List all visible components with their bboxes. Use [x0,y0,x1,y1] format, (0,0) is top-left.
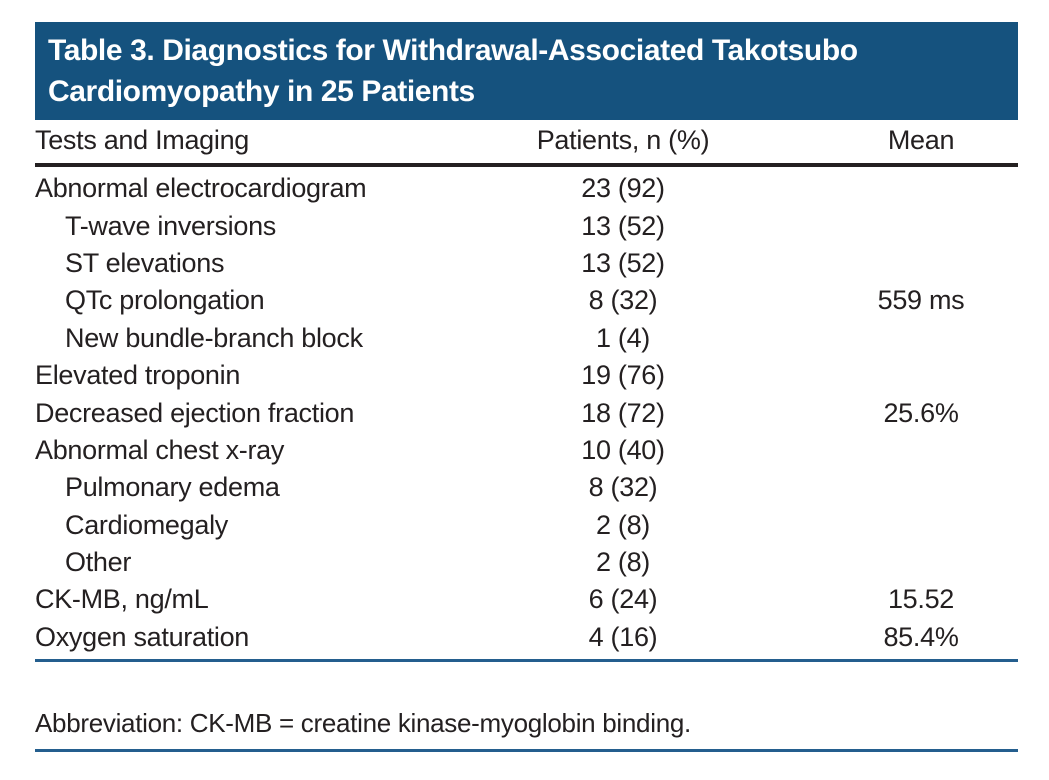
table-row: Abnormal electrocardiogram 23 (92) [35,170,1018,207]
patients-cell: 13 (52) [581,247,665,278]
table-row: T-wave inversions 13 (52) [35,207,1018,244]
test-name-cell: ST elevations [65,247,225,278]
footnote: Abbreviation: CK-MB = creatine kinase-my… [35,706,1018,753]
patients-cell: 23 (92) [581,173,665,204]
table-row: ST elevations 13 (52) [35,245,1018,282]
table-row: CK-MB, ng/mL 6 (24) 15.52 [35,581,1018,618]
table-row: Cardiomegaly 2 (8) [35,507,1018,544]
test-name-cell: CK-MB, ng/mL [35,584,209,615]
patients-cell: 10 (40) [581,434,665,465]
test-name-cell: New bundle-branch block [65,322,363,353]
table-row: New bundle-branch block 1 (4) [35,320,1018,357]
mean-cell: 85.4% [883,621,959,652]
footnote-text: Abbreviation: CK-MB = creatine kinase-my… [35,708,691,739]
patients-cell: 8 (32) [588,285,658,316]
patients-cell: 1 (4) [595,322,651,353]
table-title: Table 3. Diagnostics for Withdrawal-Asso… [48,34,858,108]
test-name-cell: T-wave inversions [65,210,276,241]
patients-cell: 8 (32) [588,472,658,503]
test-name-cell: Cardiomegaly [65,509,228,540]
table-row: QTc prolongation 8 (32) 559 ms [35,282,1018,319]
table-row: Oxygen saturation 4 (16) 85.4% [35,619,1018,656]
test-name-cell: Elevated troponin [35,360,241,391]
test-name-cell: QTc prolongation [65,285,265,316]
mean-cell: 25.6% [883,397,959,428]
patients-cell: 13 (52) [581,210,665,241]
test-name-cell: Pulmonary edema [65,472,280,503]
table-row: Other 2 (8) [35,544,1018,581]
column-header-row: Tests and Imaging Patients, n (%) Mean [35,120,1018,167]
patients-cell: 2 (8) [595,509,651,540]
test-name-cell: Decreased ejection fraction [35,397,355,428]
table-row: Pulmonary edema 8 (32) [35,469,1018,506]
table-title-bar: Table 3. Diagnostics for Withdrawal-Asso… [35,22,1018,120]
patients-cell: 2 (8) [595,547,651,578]
patients-cell: 18 (72) [581,397,665,428]
mean-cell: 559 ms [877,285,965,316]
table-body: Abnormal electrocardiogram 23 (92) T-wave … [35,167,1018,663]
test-name-cell: Other [65,547,132,578]
table-row: Elevated troponin 19 (76) [35,357,1018,394]
column-header-mean: Mean [887,125,955,155]
table-row: Abnormal chest x-ray 10 (40) [35,432,1018,469]
table-content: Table 3. Diagnostics for Withdrawal-Asso… [35,22,1018,753]
patients-cell: 4 (16) [588,621,658,652]
patients-cell: 6 (24) [588,584,658,615]
table-row: Decreased ejection fraction 18 (72) 25.6% [35,394,1018,431]
column-header-patients: Patients, n (%) [536,125,710,155]
test-name-cell: Abnormal electrocardiogram [35,173,367,204]
mean-cell: 15.52 [887,584,955,615]
column-header-tests: Tests and Imaging [35,125,250,155]
test-name-cell: Oxygen saturation [35,621,250,652]
test-name-cell: Abnormal chest x-ray [35,434,285,465]
patients-cell: 19 (76) [581,360,665,391]
